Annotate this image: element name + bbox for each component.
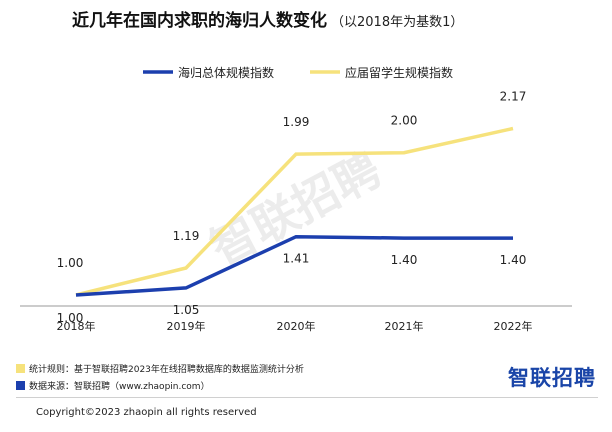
x-tick-label: 2022年 [494,319,533,333]
data-label: 2.17 [500,90,527,104]
x-tick-label: 2020年 [277,319,316,333]
chart-title-main: 近几年在国内求职的海归人数变化 [72,11,327,31]
footer-divider [16,397,598,398]
footer-source-text: 数据来源：智联招聘（www.zhaopin.com） [29,382,210,392]
data-label: 1.99 [283,115,310,129]
data-label: 2.00 [391,114,418,128]
legend-label-1: 海归总体规模指数 [178,65,274,80]
series-line-1 [75,234,513,297]
data-label: 1.41 [283,252,310,266]
brand-logo: 智联招聘 [508,366,596,390]
footer-rule: 统计规则：基于智联招聘2023年在线招聘数据库的数据监测统计分析 [16,362,304,375]
data-label: 1.40 [391,253,418,267]
footer-rule-text: 统计规则：基于智联招聘2023年在线招聘数据库的数据监测统计分析 [29,365,304,375]
data-label: 1.05 [173,303,200,317]
footer-source-marker [16,381,25,390]
footer-source: 数据来源：智联招聘（www.zhaopin.com） [16,379,210,392]
data-label: 1.19 [173,229,200,243]
footer-rule-marker [16,364,25,373]
data-label: 1.00 [57,311,84,325]
x-tick-label: 2021年 [385,319,424,333]
copyright: Copyright©2023 zhaopin all rights reserv… [36,407,257,418]
x-tick-label: 2018年 [57,319,96,333]
series-line-2 [75,126,514,297]
data-label: 1.00 [57,256,84,270]
chart-title: 近几年在国内求职的海归人数变化 （以2018年为基数1） [72,6,463,31]
chart-title-subtitle: （以2018年为基数1） [331,15,464,30]
x-tick-label: 2019年 [167,319,206,333]
legend-label-2: 应届留学生规模指数 [345,65,453,80]
data-label: 1.40 [500,253,527,267]
